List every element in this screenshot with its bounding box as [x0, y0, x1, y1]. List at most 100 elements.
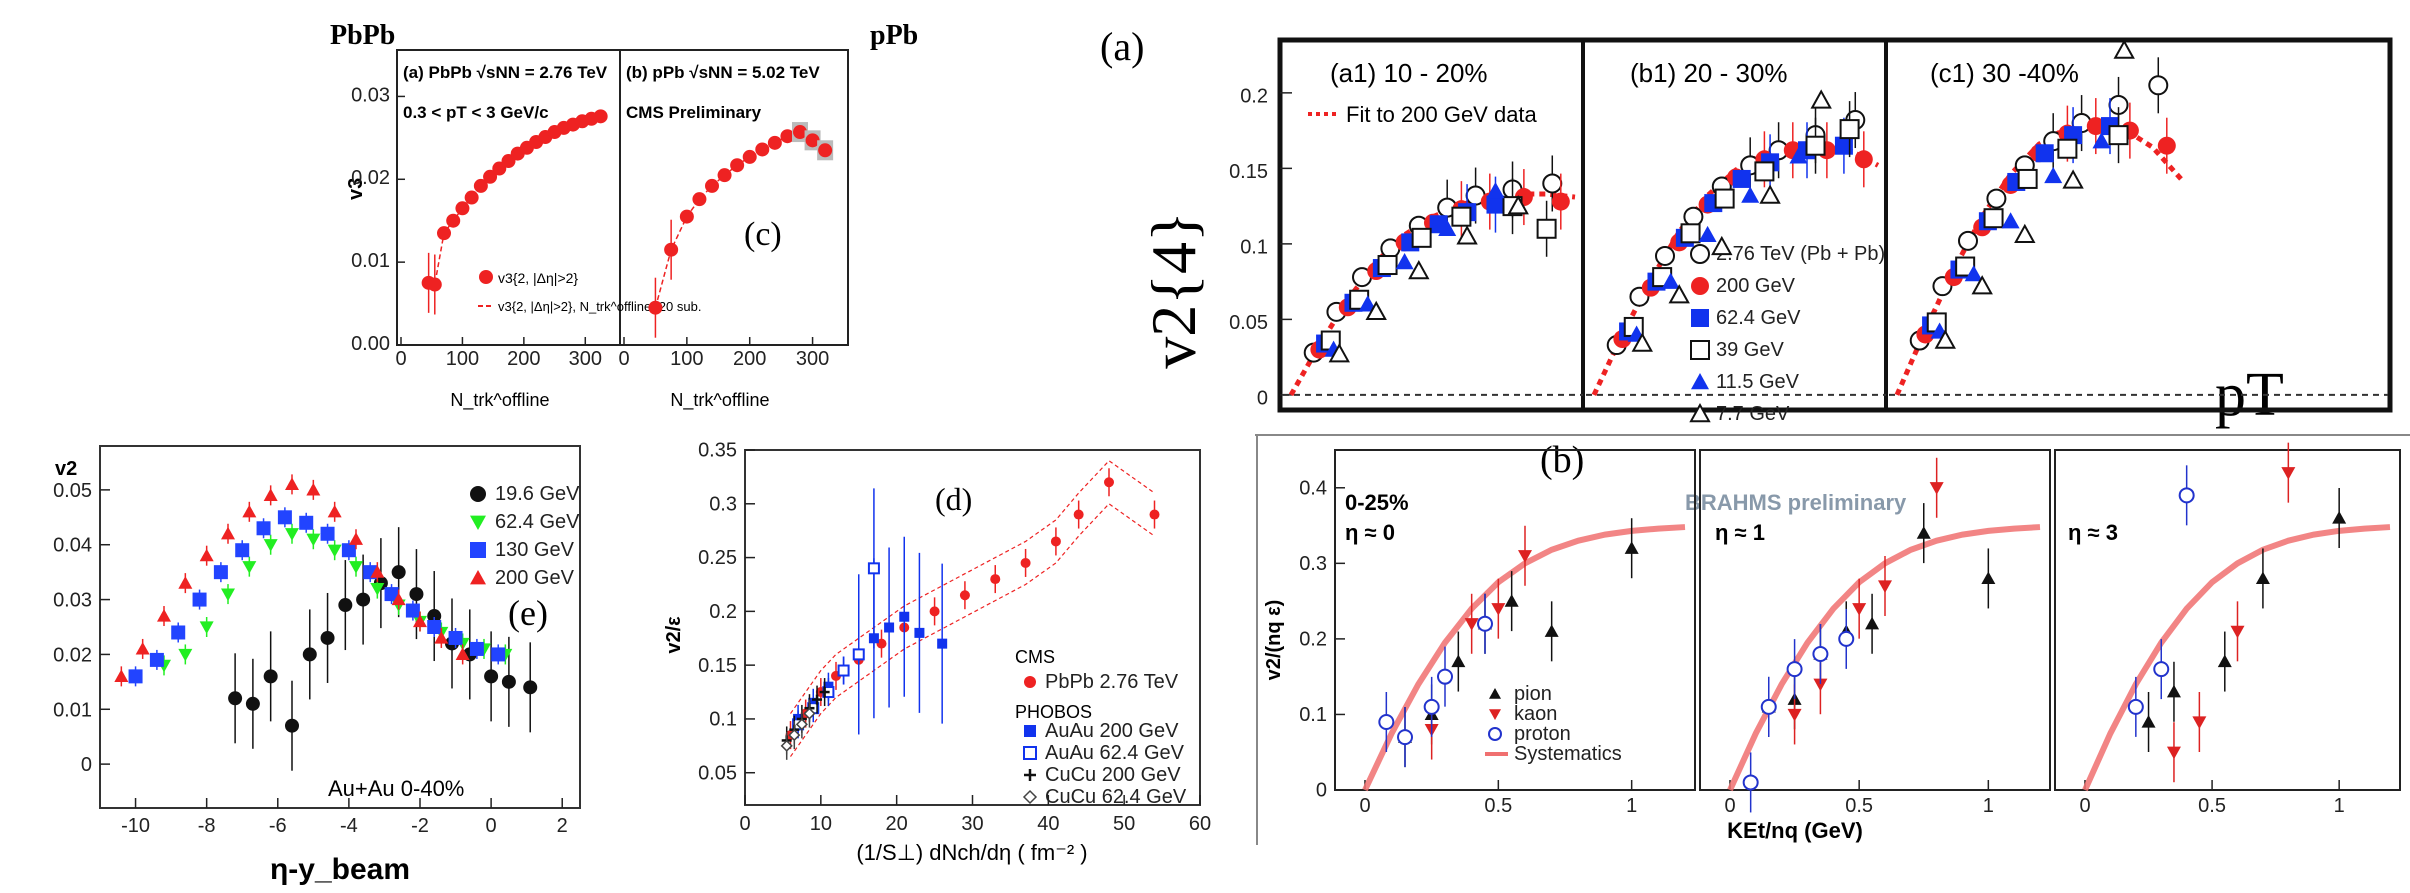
b-point-1-2-4 — [1838, 630, 1855, 647]
a-point-2-5-1 — [1971, 275, 1993, 295]
a-ytick-label-2: 0.1 — [1240, 237, 1268, 259]
b-legend-label-2: proton — [1514, 723, 1571, 745]
d-ytick-label-4: 0.25 — [698, 547, 737, 569]
b-legend-label-0: pion — [1514, 683, 1552, 705]
b-point-0-2-0 — [1378, 714, 1395, 730]
b-2-xtick-label-1: 0.5 — [2198, 795, 2226, 817]
marks-e — [114, 474, 538, 771]
d-xtick-label-4: 40 — [1037, 813, 1059, 835]
a-ytick-label-1: 0.05 — [1229, 312, 1268, 334]
a-point-1-4-1 — [1661, 272, 1680, 289]
d-legend-marker-4 — [1022, 789, 1038, 805]
e-xtick-label-4: -2 — [411, 815, 429, 837]
e-point-3-2 — [157, 609, 171, 622]
d-ytick-label-6: 0.35 — [698, 440, 737, 462]
axes-c: 0.00 0.01 0.02 0.03 0 100 200 300 0 100 200 300 — [351, 84, 829, 370]
b-point-2-2-1 — [2153, 661, 2170, 678]
e-point-2-7 — [277, 510, 292, 525]
d-point-3-5 — [819, 687, 830, 698]
frame-e — [99, 445, 581, 809]
axes-d: 0.05 0.1 0.15 0.2 0.25 0.3 0.35 0 10 20 30 40 50 60 — [698, 440, 1211, 835]
d-point-0-9 — [990, 574, 1001, 585]
d-point-1-9 — [937, 638, 948, 649]
b-legend-label-3: Systematics — [1514, 743, 1622, 765]
e-point-3-10 — [327, 504, 342, 518]
a-point-0-4-2 — [1395, 253, 1414, 270]
b-1-xtick-label-2: 1 — [1983, 795, 1994, 817]
d-point-4-1 — [788, 729, 801, 742]
a-point-1-3-5 — [1805, 135, 1826, 156]
a-point-2-5-2 — [2014, 223, 2036, 244]
c-point-0-2 — [437, 226, 451, 241]
a-point-0-5-4 — [1507, 195, 1529, 215]
b-point-2-2-2 — [2178, 487, 2195, 504]
a-point-2-4-1 — [1964, 265, 1983, 282]
subpanel-title-0-25: 0-25% — [1345, 490, 1409, 515]
d-legend-label-3: CuCu 200 GeV — [1045, 764, 1181, 786]
a-point-1-5-4 — [1810, 89, 1832, 109]
subpanel-title-c1: (c1) 30 -40% — [1930, 58, 2079, 88]
e-legend-marker-0 — [470, 486, 486, 502]
d-legend-marker-3 — [1024, 769, 1036, 781]
e-point-3-11 — [349, 532, 363, 545]
d-point-0-14 — [1149, 509, 1160, 520]
c-point-0-1 — [427, 277, 442, 292]
e-ytick-label-5: 0.05 — [53, 480, 92, 502]
subpanel-title-ppb: (b) pPb √sNN = 5.02 TeV — [626, 63, 820, 82]
b-1-xtick-label-1: 0.5 — [1845, 795, 1873, 817]
a-point-0-4-3 — [1438, 219, 1457, 236]
c-1-xtick-label-1: 100 — [670, 348, 703, 370]
a-point-2-0-8 — [2148, 75, 2169, 96]
b-legend-label-1: kaon — [1514, 703, 1557, 725]
e-point-1-5 — [263, 539, 278, 552]
a-point-1-5-1 — [1668, 284, 1690, 304]
c-point-1-7 — [742, 149, 757, 164]
e-xtick-label-6: 2 — [557, 815, 568, 837]
e-point-3-12 — [370, 565, 385, 578]
b-ytick-label-0: 0 — [1316, 780, 1327, 802]
c-point-1-6 — [730, 158, 745, 173]
d-legend-label-0: PbPb 2.76 TeV — [1045, 671, 1179, 693]
b-point-1-1-3 — [1878, 580, 1892, 593]
a-point-2-4-4 — [2092, 132, 2111, 149]
d-point-1-8 — [914, 627, 925, 638]
x-axis-label-b: KEt/nq (GeV) — [1727, 818, 1863, 843]
b-point-2-1-0 — [2166, 746, 2181, 760]
a-point-0-3-6 — [1536, 218, 1557, 239]
a-fit-curve-2 — [1894, 120, 2183, 396]
a-point-1-4-4 — [1789, 147, 1808, 164]
legend-header-phobos: PHOBOS — [1015, 702, 1092, 722]
d-band-lower — [790, 502, 1155, 757]
a-point-0-1-8 — [1551, 192, 1570, 211]
d-xtick-label-5: 50 — [1113, 813, 1135, 835]
a-point-0-5-2 — [1408, 260, 1430, 280]
b-point-1-0-5 — [1916, 526, 1931, 539]
c-point-1-9 — [767, 135, 782, 150]
marks-d — [780, 459, 1160, 760]
b-legend-marker-2 — [1488, 727, 1502, 741]
e-point-1-1 — [178, 648, 193, 662]
b-point-1-2-3 — [1812, 646, 1829, 662]
b-point-1-2-0 — [1742, 774, 1759, 791]
legend-header-cms: CMS — [1015, 647, 1055, 667]
legend-e: 19.6 GeV 62.4 GeV 130 GeV 200 GeV — [470, 483, 580, 589]
a-point-2-3-3 — [2017, 168, 2038, 189]
a-point-1-0-2 — [1655, 245, 1675, 266]
b-ytick-label-2: 0.2 — [1299, 629, 1327, 651]
a-point-0-3-4 — [1451, 206, 1472, 227]
e-point-2-16 — [469, 641, 484, 656]
b-frame-1 — [1699, 449, 2051, 791]
b-point-2-1-2 — [2230, 625, 2245, 639]
d-ytick-label-2: 0.15 — [698, 655, 737, 677]
b-point-2-0-1 — [2166, 684, 2181, 698]
e-point-2-17 — [491, 647, 506, 662]
a-point-1-3-3 — [1714, 188, 1735, 209]
e-xtick-label-2: -6 — [269, 815, 287, 837]
b-frame-2 — [2054, 449, 2401, 791]
e-point-1-2 — [199, 621, 214, 634]
e-ytick-label-3: 0.03 — [53, 590, 92, 612]
e-point-3-8 — [285, 477, 299, 490]
b-point-2-1-3 — [2281, 467, 2296, 480]
